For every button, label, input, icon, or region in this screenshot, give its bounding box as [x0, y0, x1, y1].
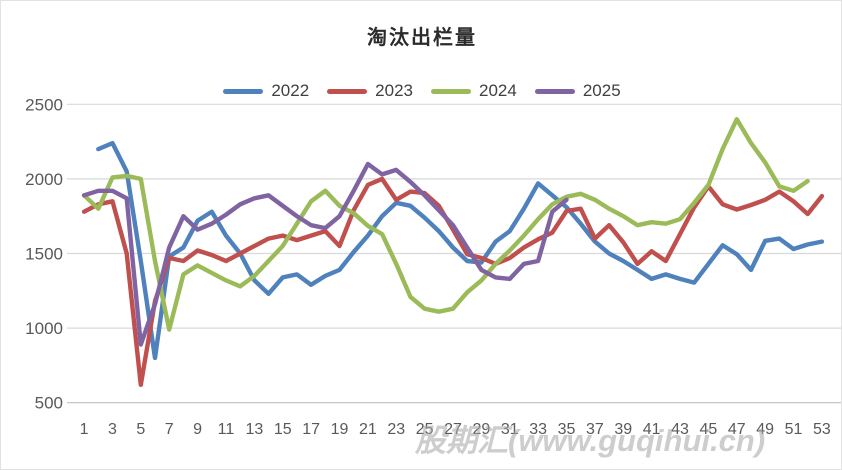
chart-title: 淘汰出栏量 [367, 27, 477, 49]
legend-item-2022: 2022 [223, 81, 309, 101]
watermark: 股期汇(www.guqihui.cn) [415, 423, 766, 458]
x-tick-label: 51 [785, 421, 803, 438]
x-tick-label: 21 [359, 421, 377, 438]
x-tick-label: 3 [108, 421, 117, 438]
x-tick-label: 41 [643, 421, 661, 438]
legend-swatch-2023 [327, 88, 368, 94]
x-tick-label: 43 [671, 421, 689, 438]
x-tick-label: 7 [165, 421, 174, 438]
x-tick-label: 37 [586, 421, 604, 438]
x-tick-label: 23 [387, 421, 405, 438]
series-line-2024 [81, 117, 810, 332]
x-tick-label: 25 [416, 421, 434, 438]
x-tick-label: 27 [444, 421, 462, 438]
x-tick-label: 31 [501, 421, 519, 438]
y-tick-label: 2500 [25, 95, 63, 114]
series-line-2025 [81, 161, 569, 347]
x-tick-label: 53 [813, 421, 831, 438]
legend-item-2025: 2025 [534, 81, 621, 101]
x-tick-label: 9 [193, 421, 202, 438]
series-line-2022 [96, 140, 825, 361]
legend-label: 2024 [479, 81, 517, 100]
x-tick-label: 45 [699, 421, 717, 438]
x-tick-label: 1 [80, 421, 89, 438]
legend-label: 2022 [271, 81, 310, 100]
x-tick-label: 5 [136, 421, 145, 438]
x-tick-label: 29 [472, 421, 490, 438]
legend: 2022 2023 2024 2025 [1, 81, 841, 101]
y-tick-label: 500 [35, 394, 63, 413]
legend-label: 2023 [375, 81, 413, 100]
legend-item-2023: 2023 [327, 81, 413, 101]
x-tick-label: 13 [245, 421, 263, 438]
legend-swatch-2024 [431, 88, 471, 94]
legend-swatch-2025 [534, 88, 575, 94]
x-tick-label: 35 [558, 421, 576, 438]
y-tick-label: 1500 [25, 244, 63, 263]
x-tick-label: 15 [274, 421, 292, 438]
series-line-2023 [81, 176, 825, 387]
x-tick-label: 19 [331, 421, 349, 438]
legend-label: 2025 [582, 81, 621, 100]
legend-item-2024: 2024 [431, 81, 517, 101]
x-tick-label: 17 [302, 421, 320, 438]
x-tick-label: 49 [756, 421, 774, 438]
y-tick-label: 1000 [25, 319, 63, 338]
legend-swatch-2022 [223, 88, 264, 94]
y-tick-label: 2000 [25, 170, 63, 189]
x-tick-label: 47 [728, 421, 746, 438]
x-tick-label: 39 [614, 421, 632, 438]
x-tick-label: 11 [218, 421, 235, 438]
x-tick-label: 33 [529, 421, 547, 438]
